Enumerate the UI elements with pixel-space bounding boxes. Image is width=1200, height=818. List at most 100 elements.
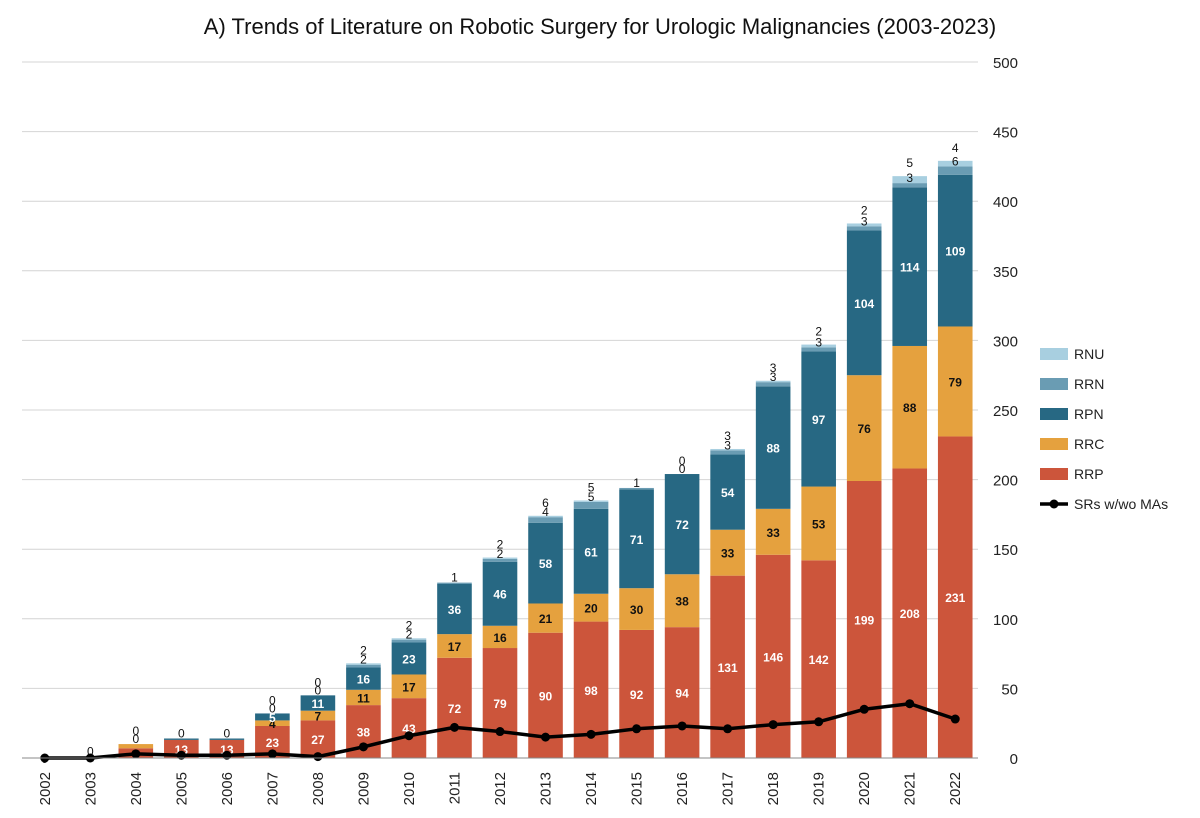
y-tick-label: 200: [993, 473, 1018, 490]
bar-rrc: [664, 574, 700, 628]
bar-rrn: [755, 382, 791, 387]
bar-rrc: [573, 593, 609, 622]
y-tick-label: 250: [993, 403, 1018, 420]
bar-rrc: [437, 634, 472, 658]
data-label-rrc: 17: [448, 640, 462, 654]
data-label-rrp: 146: [763, 650, 783, 664]
y-tick-label: 150: [993, 542, 1018, 559]
x-tick-label: 2018: [765, 772, 782, 805]
y-tick-label: 50: [1001, 681, 1018, 698]
data-label-rrc: 11: [357, 691, 370, 705]
data-label-rrn: 0: [224, 727, 231, 741]
x-tick-label: 2021: [902, 772, 919, 805]
x-tick-label: 2016: [674, 772, 691, 805]
data-label-rrp: 142: [809, 653, 829, 667]
data-label-rnu: 5: [906, 156, 913, 170]
bar-rpn: [209, 738, 245, 740]
data-label-rpn: 109: [945, 245, 965, 259]
legend-label-rrp: RRP: [1074, 466, 1104, 482]
data-label-rrp: 94: [675, 687, 689, 701]
data-label-rrc: 20: [584, 602, 598, 616]
bar-rrp: [482, 648, 518, 758]
bar-rpn: [437, 584, 472, 635]
line-point: [905, 699, 915, 709]
line-point: [586, 729, 596, 739]
data-label-rrc: 7: [315, 710, 322, 724]
line-point: [495, 727, 505, 737]
x-tick-label: 2014: [583, 772, 600, 805]
data-label-rrp: 72: [448, 702, 462, 716]
data-label-rnu: 3: [770, 361, 777, 375]
bar-rrn: [710, 450, 745, 455]
data-label-rrn: 1: [633, 476, 640, 490]
bar-rrp: [937, 436, 973, 758]
data-label-rrc: 33: [766, 526, 780, 540]
data-label-rrn: 3: [906, 171, 913, 185]
data-label-rnu: 6: [542, 496, 549, 510]
line-point: [677, 721, 687, 731]
legend-label-rpn: RPN: [1074, 406, 1104, 422]
data-label-rrc: 53: [812, 517, 826, 531]
data-label-rrp: 231: [945, 591, 965, 605]
data-label-rrc: 17: [402, 680, 416, 694]
data-label-rpn: 88: [766, 442, 780, 456]
y-tick-label: 100: [993, 612, 1018, 629]
x-tick-label: 2004: [128, 772, 145, 805]
x-tick-label: 2008: [310, 772, 327, 805]
data-label-rrn: 2: [360, 653, 367, 667]
x-tick-label: 2022: [947, 772, 964, 805]
legend-swatch-rrc: [1040, 438, 1068, 450]
data-label-rnu: 2: [406, 618, 413, 632]
data-label-rrn: 2: [406, 628, 413, 642]
data-label-rpn: 36: [448, 603, 462, 617]
bar-rrc: [619, 588, 654, 630]
bar-rrp: [619, 629, 654, 758]
x-tick-label: 2005: [173, 772, 190, 805]
data-label-rnu: 2: [360, 643, 367, 657]
data-label-rnu: 2: [497, 538, 504, 552]
bar-rrc: [528, 603, 563, 633]
data-label-rrc: 16: [493, 631, 507, 645]
data-label-rrn: 3: [770, 370, 777, 384]
data-label-rrn: 0: [87, 745, 94, 759]
bar-rrn: [846, 226, 882, 231]
bar-rpn: [482, 561, 518, 626]
bar-rnu: [482, 557, 518, 559]
data-label-rnu: 0: [679, 454, 686, 468]
legend-swatch-rnu: [1040, 348, 1068, 360]
y-tick-label: 0: [1010, 751, 1018, 768]
data-label-rpn: 54: [721, 486, 735, 500]
bar-rpn: [528, 522, 563, 604]
data-label-rrp: 27: [311, 733, 325, 747]
bar-rrc: [391, 674, 427, 699]
line-point: [632, 724, 642, 734]
bar-rrn: [482, 558, 518, 562]
bar-rrn: [619, 487, 654, 490]
data-label-rrp: 79: [493, 697, 507, 711]
bar-rrp: [437, 657, 472, 758]
bar-rrp: [892, 468, 928, 758]
bar-rpn: [391, 642, 427, 675]
data-label-rrn: 0: [315, 683, 322, 697]
bar-rrn: [391, 639, 427, 643]
bar-rpn: [892, 187, 928, 346]
data-label-rrp: 131: [718, 661, 738, 675]
data-label-rpn: 11: [312, 697, 325, 711]
data-label-rrp: 199: [854, 613, 874, 627]
data-label-rnu: 2: [815, 325, 822, 339]
legend-label-line: SRs w/wo MAs: [1074, 496, 1168, 512]
bar-rnu: [755, 380, 791, 383]
data-label-rpn: 61: [584, 545, 598, 559]
data-label-rrp: 208: [900, 607, 920, 621]
data-label-rpn: 71: [630, 533, 644, 547]
data-label-rrc: 30: [630, 603, 644, 617]
data-label-rpn: 104: [854, 297, 874, 311]
bar-rrc: [255, 720, 290, 726]
data-label-rrn: 5: [588, 490, 595, 504]
legend-swatch-rrp: [1040, 468, 1068, 480]
data-label-rpn: 72: [675, 518, 689, 532]
x-tick-label: 2019: [811, 772, 828, 805]
data-label-rrn: 3: [724, 438, 731, 452]
bar-rrn: [437, 582, 472, 584]
